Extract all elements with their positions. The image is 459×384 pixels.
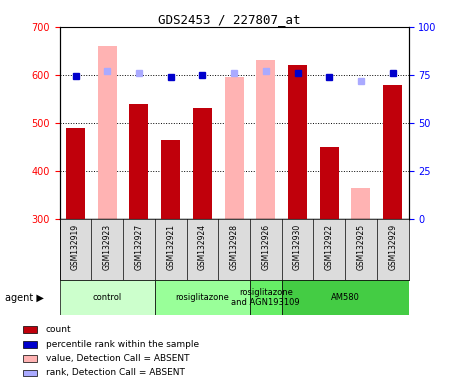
Bar: [224, 77, 244, 219]
Bar: [129, 104, 148, 219]
Bar: [22, 341, 37, 348]
Bar: [320, 147, 339, 219]
Text: GSM132927: GSM132927: [134, 224, 144, 270]
Text: GSM132921: GSM132921: [166, 224, 175, 270]
Bar: [352, 188, 370, 219]
Text: rank, Detection Call = ABSENT: rank, Detection Call = ABSENT: [46, 369, 185, 377]
Bar: [129, 104, 148, 219]
Bar: [282, 280, 409, 315]
Bar: [193, 109, 212, 219]
Bar: [155, 280, 250, 315]
Bar: [22, 326, 37, 333]
Bar: [22, 369, 37, 376]
Bar: [250, 280, 282, 315]
Text: count: count: [46, 325, 72, 334]
Text: GSM132919: GSM132919: [71, 224, 80, 270]
Text: rosiglitazone
and AGN193109: rosiglitazone and AGN193109: [231, 288, 300, 307]
Text: GSM132925: GSM132925: [357, 224, 365, 270]
Text: GSM132922: GSM132922: [325, 224, 334, 270]
Text: rosiglitazone: rosiglitazone: [175, 293, 230, 302]
Text: control: control: [93, 293, 122, 302]
Bar: [256, 61, 275, 219]
Bar: [60, 280, 155, 315]
Text: value, Detection Call = ABSENT: value, Detection Call = ABSENT: [46, 354, 189, 363]
Text: GSM132923: GSM132923: [103, 224, 112, 270]
Bar: [383, 86, 402, 219]
Text: GSM132930: GSM132930: [293, 224, 302, 270]
Bar: [66, 127, 85, 219]
Text: GSM132928: GSM132928: [230, 224, 239, 270]
Text: GDS2453 / 227807_at: GDS2453 / 227807_at: [158, 13, 301, 26]
Text: percentile rank within the sample: percentile rank within the sample: [46, 340, 199, 349]
Bar: [161, 140, 180, 219]
Bar: [22, 355, 37, 362]
Bar: [98, 46, 117, 219]
Text: GSM132929: GSM132929: [388, 224, 397, 270]
Bar: [288, 65, 307, 219]
Text: AM580: AM580: [330, 293, 359, 302]
Text: GSM132924: GSM132924: [198, 224, 207, 270]
Text: GSM132926: GSM132926: [261, 224, 270, 270]
Text: agent ▶: agent ▶: [5, 293, 44, 303]
